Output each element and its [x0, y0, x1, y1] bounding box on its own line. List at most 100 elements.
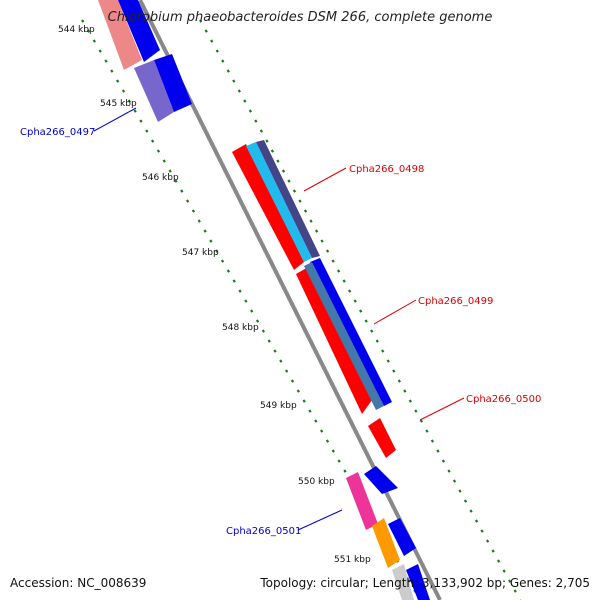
tick-label: 545 kbp	[100, 99, 137, 109]
outer-tick-dot	[303, 209, 308, 213]
outer-tick-dot	[502, 569, 506, 573]
inner-tick-dot	[116, 79, 120, 83]
tick-label: 546 kbp	[142, 173, 179, 183]
gene-labels: Cpha266_0497 Cpha266_0498 Cpha266_0499 Cpha…	[20, 107, 541, 537]
outer-tick-dot	[491, 549, 495, 553]
label-leader-line	[303, 167, 347, 192]
gene-orange	[372, 518, 400, 568]
outer-tick-dot	[397, 379, 401, 383]
inner-tick-dot	[407, 579, 411, 583]
inner-tick-dot	[191, 209, 196, 213]
gene-features	[98, 0, 430, 600]
inner-tick-dot	[215, 249, 219, 253]
tick-label: 549 kbp	[260, 401, 297, 411]
inner-tick-dot	[296, 389, 300, 393]
inner-tick-dot	[320, 429, 324, 433]
inner-tick-dot	[180, 189, 184, 193]
outer-tick-dot	[513, 589, 517, 593]
outer-tick-dot	[292, 189, 297, 193]
inner-tick-dot	[197, 219, 201, 223]
outer-tick-dot	[452, 479, 457, 483]
tick-labels: 544 kbp 545 kbp 546 kbp 547 kbp 548 kbp 549 k…	[58, 25, 371, 565]
inner-tick-dot	[151, 139, 155, 143]
inner-tick-dot	[209, 239, 213, 243]
tick-label: 550 kbp	[298, 477, 335, 487]
inner-tick-dot	[168, 169, 172, 173]
outer-tick-dot	[237, 89, 241, 93]
outer-tick-dot	[221, 59, 225, 63]
gene-label: Cpha266_0497	[20, 127, 95, 138]
inner-tick-dot	[174, 179, 178, 183]
outer-tick-dot	[298, 199, 302, 203]
outer-tick-dot	[199, 19, 203, 23]
gene-block-blue-2	[154, 54, 192, 112]
gene-blue-small-1	[364, 466, 398, 494]
outer-tick-dot	[325, 249, 330, 253]
inner-tick-dot	[185, 199, 190, 203]
gene-label: Cpha266_0499	[418, 296, 493, 307]
inner-tick-dot	[302, 399, 306, 403]
inner-tick-dot	[98, 49, 102, 53]
outer-tick-dot	[408, 399, 412, 403]
tick-label: 544 kbp	[58, 25, 95, 35]
outer-tick-dot	[436, 449, 440, 453]
tick-label: 548 kbp	[222, 323, 259, 333]
label-leader-line	[373, 299, 417, 325]
inner-tick-dot	[250, 309, 254, 313]
outer-tick-dot	[320, 239, 324, 243]
gene-cpha266-0500-red	[368, 418, 396, 458]
gene-cpha266-0501-magenta	[346, 472, 378, 530]
outer-tick-dot	[243, 99, 247, 103]
label-leader-line	[93, 107, 137, 132]
gene-navy-strip	[256, 140, 320, 258]
outer-tick-dot	[419, 419, 424, 423]
outer-tick-dot	[281, 169, 286, 173]
outer-tick-dot	[204, 29, 208, 33]
gene-block-salmon	[98, 0, 142, 70]
outer-tick-dot	[458, 489, 462, 493]
gene-blue-long	[310, 258, 392, 406]
outer-tick-dot	[215, 49, 219, 53]
inner-tick-dot	[127, 99, 131, 103]
outer-tick-dot	[348, 289, 352, 293]
inner-tick-dot	[314, 419, 318, 423]
gene-blue-bottom	[406, 564, 430, 600]
gene-grey-bottom	[392, 564, 414, 600]
inner-tick-dot	[232, 279, 236, 283]
gene-label: Cpha266_0500	[466, 394, 541, 405]
inner-tick-dot	[238, 289, 242, 293]
outer-tick-dot	[270, 149, 275, 153]
inner-tick-dot	[162, 159, 166, 163]
inner-tick-dot	[133, 109, 137, 113]
inner-tick-dot	[139, 119, 143, 123]
inner-tick-dot	[156, 149, 161, 153]
outer-tick-dot	[337, 269, 341, 273]
inner-tick-dot	[308, 409, 312, 413]
gene-cyan-strip	[246, 142, 312, 262]
outer-tick-dot	[463, 499, 468, 503]
inner-tick-dot	[273, 349, 277, 353]
outer-tick-dot	[254, 119, 258, 123]
inner-tick-dot	[244, 299, 248, 303]
outer-tick-dot	[287, 179, 291, 183]
topology-summary-text: Topology: circular; Length: 3,133,902 bp…	[260, 576, 590, 590]
outer-tick-dot	[485, 539, 490, 543]
accession-text: Accession: NC_008639	[10, 576, 147, 590]
inner-tick-dot	[261, 329, 265, 333]
outer-tick-dot	[375, 339, 379, 343]
outer-tick-dot	[331, 259, 335, 263]
outer-tick-dot	[414, 409, 418, 413]
inner-tick-dot	[110, 69, 114, 73]
inner-tick-dot	[279, 359, 283, 363]
inner-tick-dot	[267, 339, 271, 343]
inner-tick-dot	[285, 369, 289, 373]
outer-tick-dot	[259, 129, 264, 133]
outer-tick-dot	[265, 139, 269, 143]
outer-tick-dot	[309, 219, 313, 223]
inner-tick-dot	[145, 129, 149, 133]
outer-tick-dot	[441, 459, 446, 463]
dotted-guide-lines	[81, 19, 522, 600]
inner-tick-dot	[337, 459, 341, 463]
outer-tick-dot	[232, 79, 236, 83]
label-leader-line	[297, 509, 343, 531]
